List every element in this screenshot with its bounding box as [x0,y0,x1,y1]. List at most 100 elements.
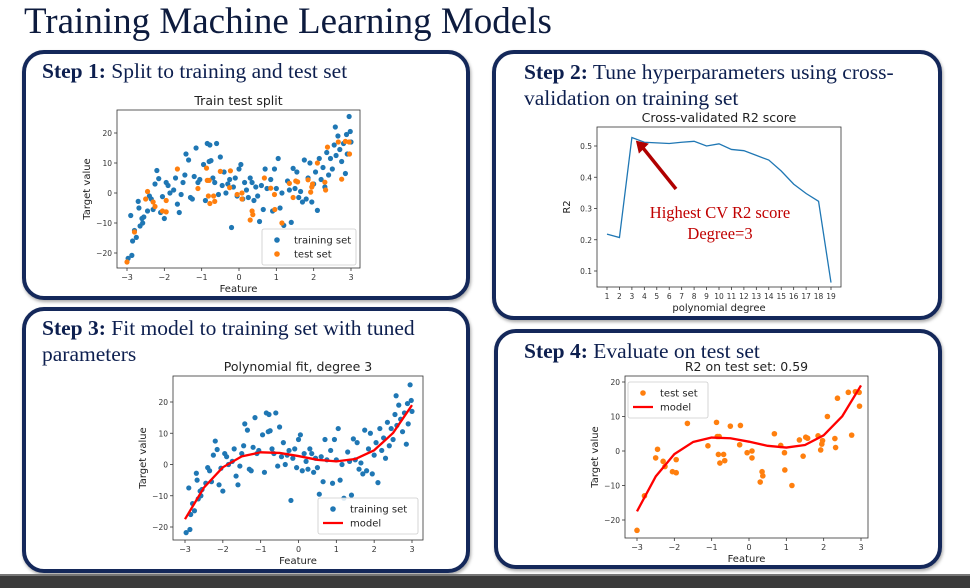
x-tick-label: 14 [764,292,774,301]
legend-label: test set [660,389,698,400]
training-set-point [296,437,301,442]
test-set-point [714,420,720,426]
training-set-point [232,446,237,451]
training-set-point [152,181,157,186]
training-set-point [298,432,303,437]
training-set-point [269,446,274,451]
y-tick-label: 0.5 [580,142,592,151]
training-set-point [333,153,338,158]
training-set-point [348,129,353,134]
training-set-point [375,480,380,485]
training-set-point [373,440,378,445]
x-tick-label: 4 [642,292,647,301]
x-axis-label: Feature [728,554,766,565]
y-tick-label: 0.2 [580,236,592,245]
test-set-point [673,470,679,476]
training-set-point [345,449,350,454]
training-set-point [292,186,297,191]
training-set-point [309,451,314,456]
x-tick-label: 0 [746,543,751,552]
annotation-text: Degree=3 [687,224,752,243]
training-set-point [192,174,197,179]
training-set-point [307,160,312,165]
test-set-point [291,195,296,200]
training-set-point [249,180,254,185]
y-axis-label: Target value [138,427,149,489]
test-set-point [738,423,744,429]
training-set-point [233,473,238,478]
training-set-point [220,183,225,188]
test-set-point [207,178,212,183]
test-set-point [673,457,679,463]
training-set-point [277,205,282,210]
test-set-point [833,445,839,451]
test-set-point [204,166,209,171]
training-set-point [283,462,288,467]
training-set-point [136,199,141,204]
x-tick-label: 11 [727,292,737,301]
test-set-point [818,447,824,453]
training-set-point [300,468,305,473]
x-tick-label: 16 [789,292,799,301]
x-tick-label: 2 [617,292,622,301]
training-set-point [253,184,258,189]
training-set-point [362,428,367,433]
training-set-point [400,429,405,434]
training-set-point [246,195,251,200]
x-tick-label: 3 [629,292,634,301]
training-set-point [356,467,361,472]
test-set-point [207,201,212,206]
test-set-point [151,199,156,204]
test-set-point [717,460,723,466]
training-set-point [171,187,176,192]
training-set-point [304,196,309,201]
x-tick-label: 1 [605,292,610,301]
training-set-point [364,468,369,473]
training-set-point [396,403,401,408]
training-set-point [186,157,191,162]
training-set-point [160,194,165,199]
test-set-point [716,452,722,458]
training-set-point [180,180,185,185]
test-set-point [228,168,233,173]
legend-swatch [640,390,646,396]
training-set-point [156,176,161,181]
x-tick-label: −2 [217,545,229,554]
x-tick-label: 12 [739,292,749,301]
y-tick-label: 0.3 [580,205,592,214]
training-set-point [248,175,253,180]
training-set-point [315,208,320,213]
training-set-point [305,467,310,472]
test-set-point [825,414,831,420]
training-set-point [182,172,187,177]
training-set-point [291,166,296,171]
training-set-point [251,198,256,203]
legend-label: test set [294,250,332,261]
training-set-point [244,187,249,192]
y-tick-label: 0 [163,461,168,470]
training-set-point [242,180,247,185]
training-set-point [317,156,322,161]
training-set-point [260,432,265,437]
test-set-point [744,450,750,456]
test-set-point [227,185,232,190]
training-set-point [338,478,343,483]
test-set-point [212,199,217,204]
training-set-point [389,426,394,431]
test-set-point [287,181,292,186]
test-set-point [145,189,150,194]
annotation-arrow [642,147,676,189]
training-set-point [216,192,221,197]
training-set-point [186,485,191,490]
training-set-point [355,440,360,445]
training-set-point [255,193,260,198]
training-set-point [194,471,199,476]
training-set-point [281,440,286,445]
y-tick-label: 10 [610,413,620,422]
training-set-point [387,443,392,448]
training-set-point [276,156,281,161]
training-set-point [336,426,341,431]
